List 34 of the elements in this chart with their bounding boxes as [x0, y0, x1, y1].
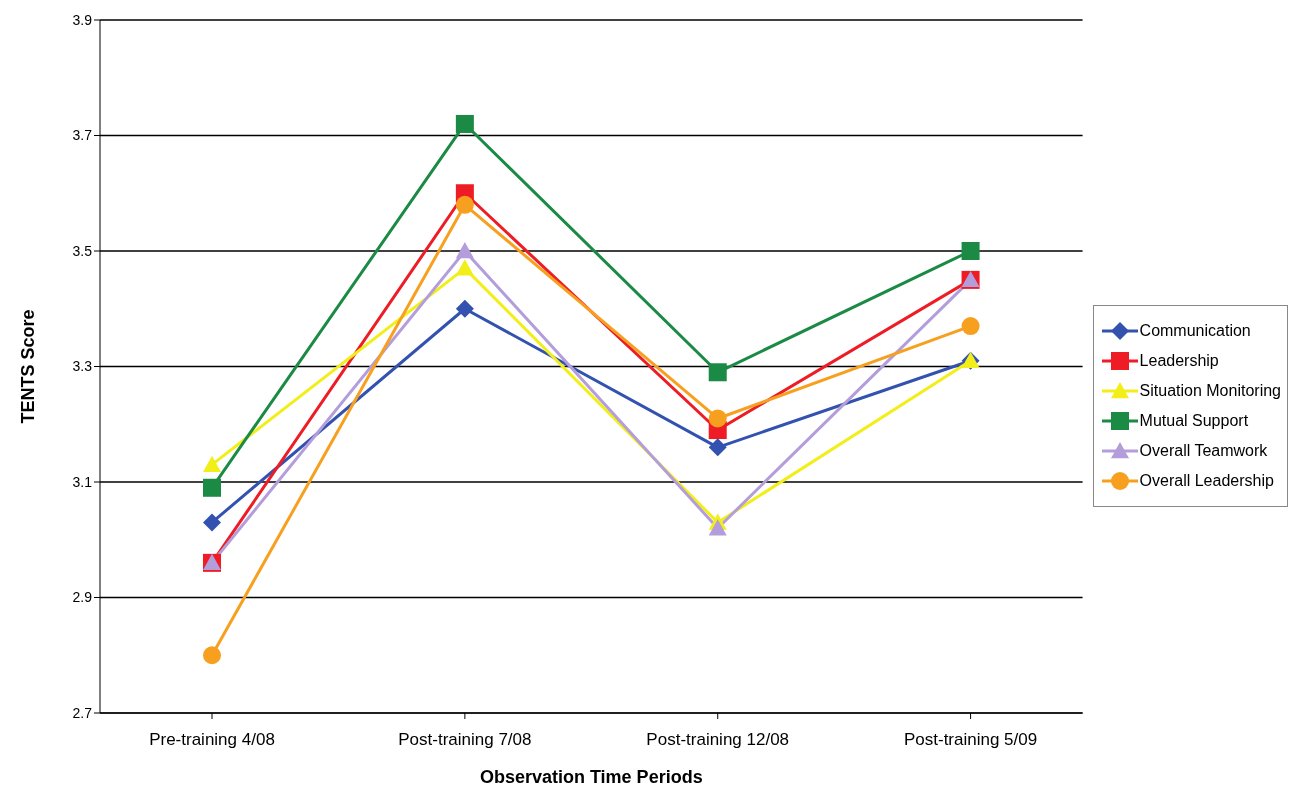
- point: [455, 259, 474, 276]
- point: [708, 438, 727, 457]
- point: [203, 478, 221, 497]
- x-tick-label: Post-training 7/08: [398, 730, 532, 750]
- legend-label: Mutual Support: [1139, 411, 1249, 430]
- y-tick-label: 2.9: [72, 589, 93, 606]
- y-tick-label: 3.5: [72, 242, 93, 259]
- legend-label: Situation Monitoring: [1139, 381, 1281, 400]
- y-tick-label: 3.3: [72, 358, 93, 375]
- point: [455, 242, 474, 259]
- legend-label: Leadership: [1139, 351, 1219, 370]
- x-tick-label: Post-training 12/08: [646, 730, 790, 750]
- y-tick-label: 3.7: [72, 127, 93, 144]
- legend-label: Overall Teamwork: [1139, 441, 1268, 460]
- point: [455, 299, 474, 318]
- x-axis-title: Observation Time Periods: [479, 767, 703, 787]
- point: [961, 242, 980, 260]
- legend-label: Overall Leadership: [1139, 471, 1274, 490]
- point: [708, 409, 727, 428]
- point: [708, 519, 727, 536]
- y-axis-title: TENTS Score: [18, 309, 39, 424]
- point: [455, 195, 474, 214]
- y-tick-label: 2.7: [72, 704, 93, 721]
- y-tick-label: 3.1: [72, 473, 93, 490]
- x-tick-label: Post-training 5/09: [903, 730, 1038, 750]
- point: [455, 114, 474, 133]
- legend-label: Communication: [1139, 321, 1251, 340]
- point: [708, 363, 727, 382]
- y-tick-label: 3.9: [72, 11, 93, 28]
- point: [203, 513, 221, 532]
- point: [203, 455, 221, 472]
- point: [203, 646, 221, 665]
- point: [961, 317, 980, 336]
- x-tick-label: Pre-training 4/08: [149, 730, 275, 750]
